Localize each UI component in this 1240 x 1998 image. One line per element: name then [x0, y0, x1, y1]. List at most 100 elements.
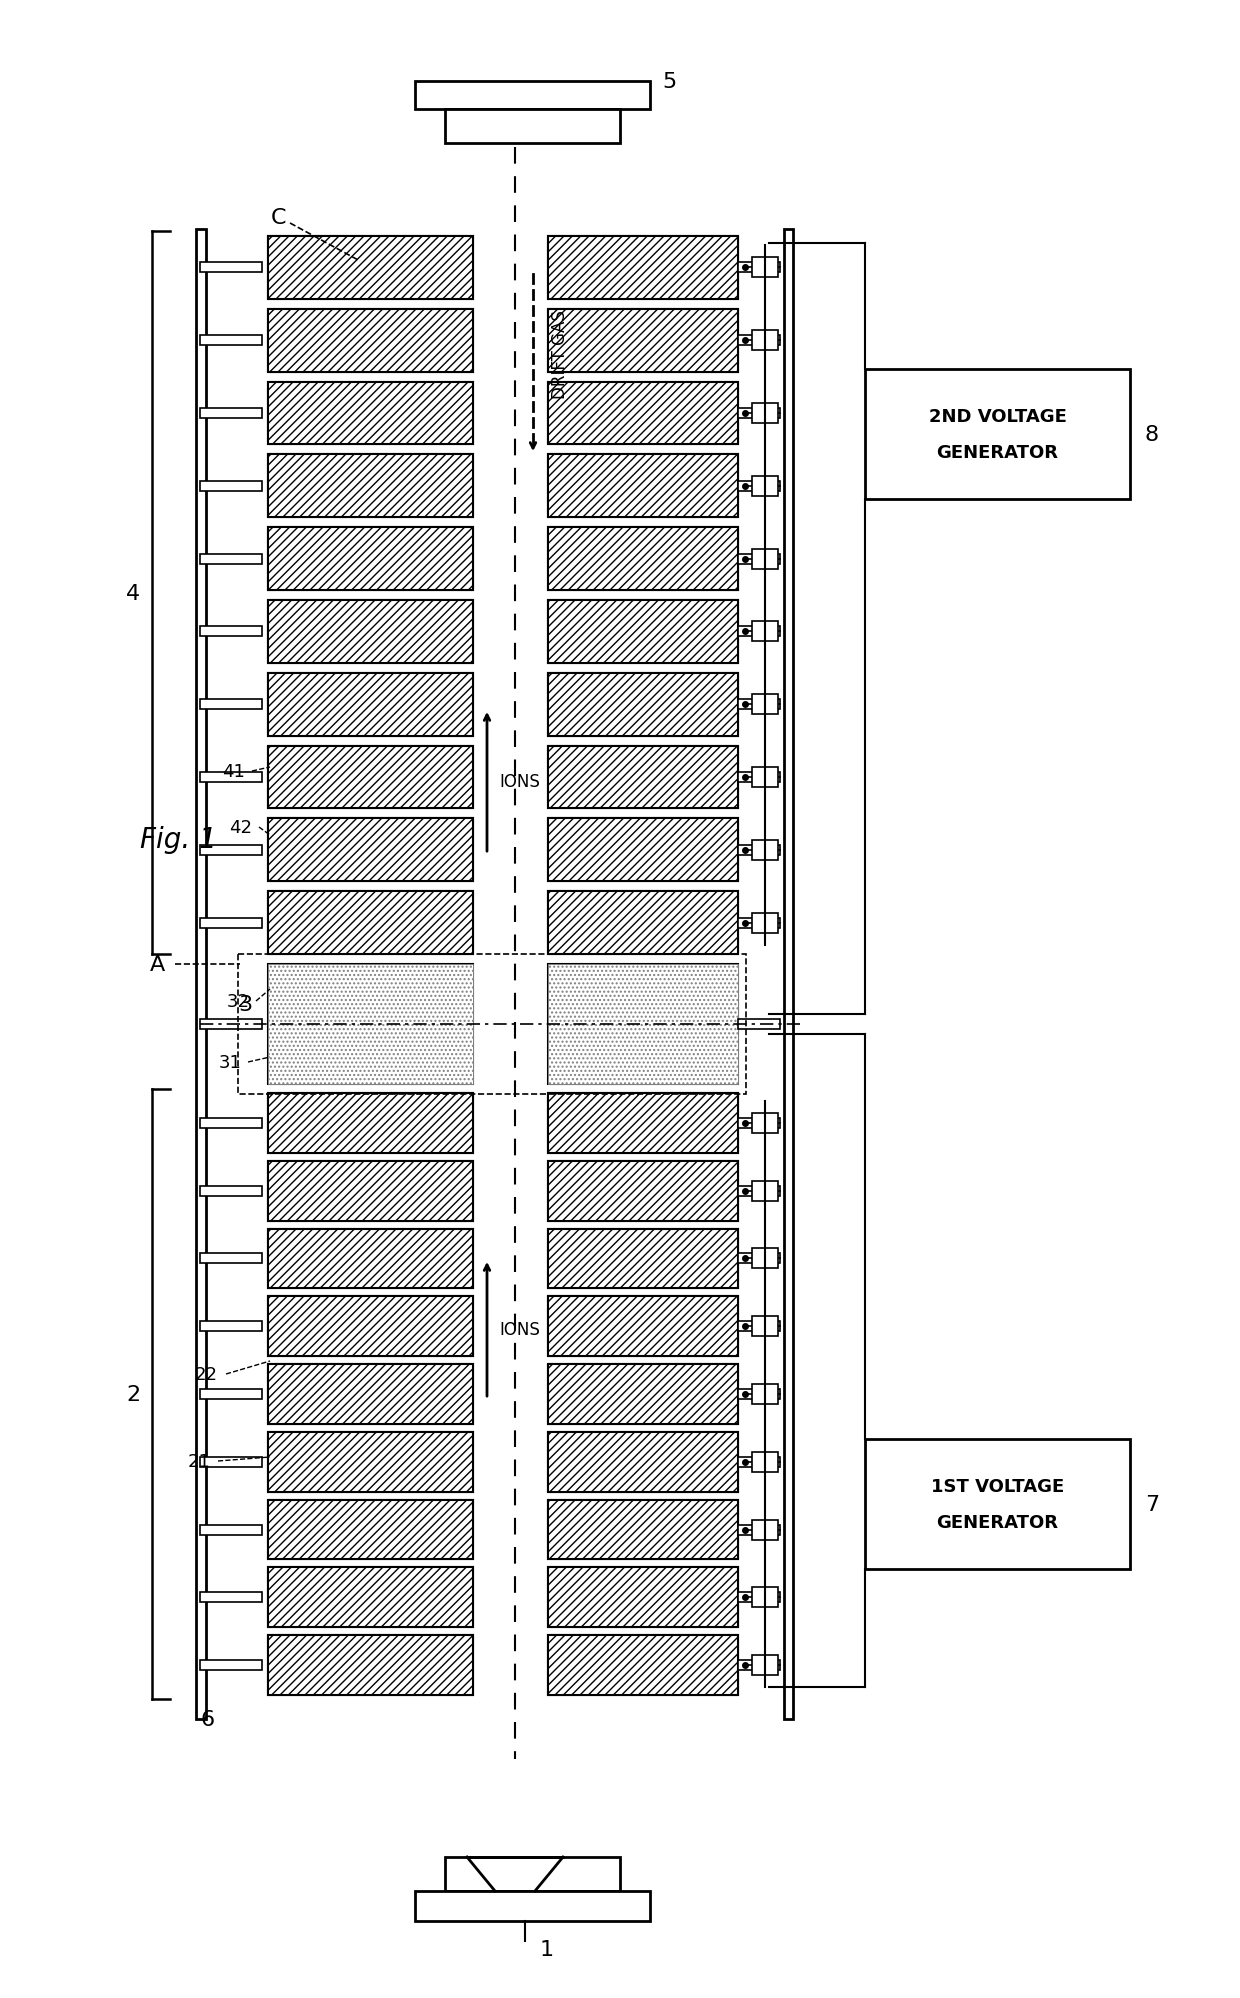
Bar — [268, 965, 472, 1085]
Bar — [548, 1161, 738, 1221]
Bar — [548, 238, 738, 300]
Bar — [751, 1654, 777, 1674]
Bar — [268, 527, 472, 591]
Bar — [268, 1433, 472, 1493]
Bar — [738, 482, 780, 492]
Text: DRIFT GAS: DRIFT GAS — [551, 310, 569, 400]
Text: 42: 42 — [229, 819, 252, 837]
Bar — [268, 1568, 472, 1628]
Bar — [200, 1255, 262, 1265]
Text: 3: 3 — [238, 995, 252, 1015]
Bar — [268, 1500, 472, 1560]
Bar — [548, 1636, 738, 1694]
Bar — [268, 745, 472, 809]
Bar — [200, 1524, 262, 1534]
Bar — [751, 404, 777, 424]
Bar — [751, 1453, 777, 1473]
Bar — [268, 1093, 472, 1153]
Bar — [548, 1093, 738, 1153]
Bar — [738, 1119, 780, 1129]
Bar — [548, 819, 738, 881]
Bar — [268, 238, 472, 300]
Bar — [738, 553, 780, 563]
Bar — [268, 456, 472, 517]
Bar — [751, 841, 777, 861]
Bar — [200, 919, 262, 929]
Bar — [751, 1113, 777, 1133]
Bar — [751, 549, 777, 569]
Text: GENERATOR: GENERATOR — [936, 1512, 1059, 1530]
Bar — [751, 1317, 777, 1337]
Bar — [548, 1568, 738, 1628]
Bar — [268, 1093, 472, 1153]
Bar — [751, 1181, 777, 1201]
Bar — [548, 1365, 738, 1425]
Text: 41: 41 — [222, 763, 246, 781]
Text: Fig. 1: Fig. 1 — [140, 825, 217, 853]
Bar — [268, 456, 472, 517]
Text: 6: 6 — [200, 1708, 215, 1728]
Bar — [548, 965, 738, 1085]
Bar — [751, 478, 777, 498]
Bar — [200, 336, 262, 346]
Bar — [200, 1321, 262, 1331]
Bar — [548, 527, 738, 591]
Bar — [751, 1249, 777, 1269]
Bar — [548, 1433, 738, 1493]
Bar — [738, 627, 780, 637]
Text: 21: 21 — [187, 1453, 210, 1471]
Bar — [268, 310, 472, 372]
Bar — [268, 965, 472, 1085]
Bar — [268, 310, 472, 372]
Text: 1ST VOLTAGE: 1ST VOLTAGE — [931, 1477, 1064, 1495]
Bar — [548, 1500, 738, 1560]
Bar — [548, 601, 738, 663]
Bar — [268, 673, 472, 735]
Bar — [200, 264, 262, 274]
Bar — [548, 456, 738, 517]
Bar — [548, 1093, 738, 1153]
Bar — [268, 1568, 472, 1628]
Bar — [268, 382, 472, 446]
Bar — [751, 913, 777, 933]
Bar — [784, 230, 794, 1718]
Bar — [751, 258, 777, 278]
Bar — [200, 1187, 262, 1197]
Bar — [738, 264, 780, 274]
Bar — [268, 1636, 472, 1694]
Bar — [268, 1433, 472, 1493]
Bar — [268, 1161, 472, 1221]
Bar — [738, 1389, 780, 1399]
Text: 2: 2 — [126, 1385, 140, 1405]
Text: 1: 1 — [539, 1938, 554, 1958]
Bar — [548, 527, 738, 591]
Bar — [548, 1433, 738, 1493]
Bar — [548, 673, 738, 735]
Bar — [751, 1520, 777, 1540]
Bar — [751, 621, 777, 641]
Bar — [738, 1660, 780, 1670]
Bar — [238, 955, 746, 1095]
Bar — [738, 1457, 780, 1467]
Bar — [268, 1636, 472, 1694]
Bar — [268, 819, 472, 881]
Bar — [200, 845, 262, 855]
Bar — [738, 336, 780, 346]
Bar — [268, 745, 472, 809]
Bar — [548, 1297, 738, 1357]
Bar — [268, 1500, 472, 1560]
Bar — [200, 773, 262, 783]
Bar — [268, 1229, 472, 1289]
Bar — [200, 627, 262, 637]
Text: GENERATOR: GENERATOR — [936, 444, 1059, 462]
Bar — [548, 238, 738, 300]
Bar — [268, 673, 472, 735]
Bar — [548, 745, 738, 809]
Bar — [738, 1255, 780, 1265]
Bar — [268, 382, 472, 446]
Text: 7: 7 — [1145, 1495, 1159, 1514]
Bar — [548, 601, 738, 663]
Bar — [548, 1568, 738, 1628]
Text: 4: 4 — [126, 583, 140, 603]
Bar — [866, 370, 1130, 500]
